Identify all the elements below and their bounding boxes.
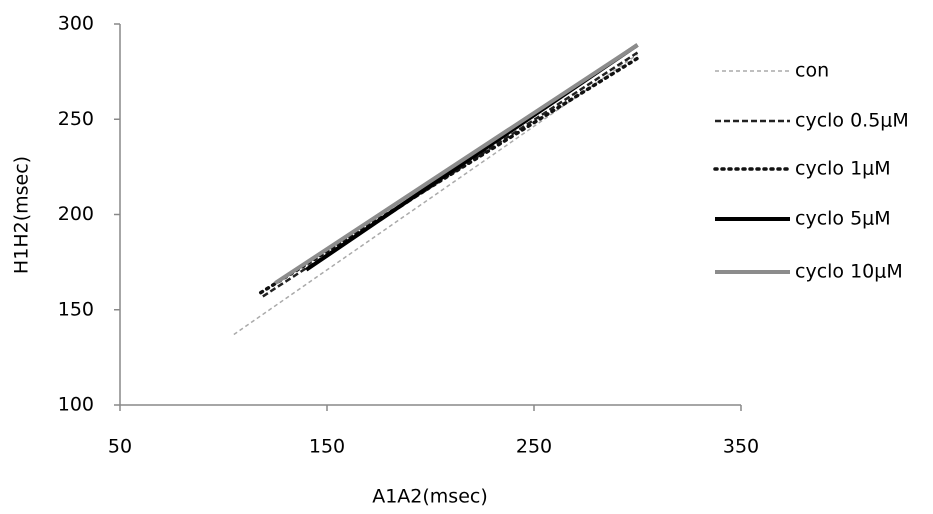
y-tick-label: 200	[58, 203, 94, 225]
y-tick-label: 150	[58, 298, 94, 320]
y-tick-label: 300	[58, 13, 94, 35]
y-axis-label: H1H2(msec)	[11, 156, 33, 274]
legend-label: cyclo 1μM	[795, 158, 891, 180]
legend-label: cyclo 0.5μM	[795, 110, 909, 132]
x-axis-label: A1A2(msec)	[372, 486, 488, 508]
x-tick-label: 150	[309, 436, 345, 458]
series-line	[259, 56, 640, 295]
legend-label: con	[795, 60, 829, 82]
legend-label: cyclo 5μM	[795, 208, 891, 230]
x-tick-label: 350	[723, 436, 759, 458]
series-line	[274, 43, 639, 285]
x-tick-label: 50	[108, 436, 132, 458]
y-tick-label: 250	[58, 108, 94, 130]
legend-label: cyclo 10μM	[795, 261, 903, 283]
y-tick-label: 100	[58, 394, 94, 416]
x-tick-label: 250	[516, 436, 552, 458]
